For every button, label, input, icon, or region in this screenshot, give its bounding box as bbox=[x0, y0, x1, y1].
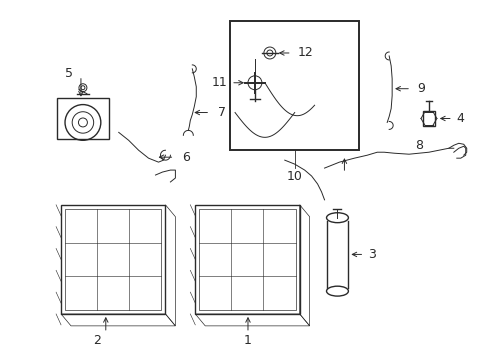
Text: 6: 6 bbox=[182, 151, 190, 164]
Text: 7: 7 bbox=[218, 106, 225, 119]
Text: 9: 9 bbox=[416, 82, 424, 95]
Ellipse shape bbox=[326, 286, 347, 296]
Text: 12: 12 bbox=[297, 46, 313, 59]
Text: 1: 1 bbox=[244, 334, 251, 347]
Text: 11: 11 bbox=[211, 76, 226, 89]
Text: 8: 8 bbox=[414, 139, 422, 152]
Text: 5: 5 bbox=[65, 67, 73, 80]
Bar bbox=[57, 98, 108, 139]
Text: 4: 4 bbox=[456, 112, 464, 125]
Text: 10: 10 bbox=[286, 170, 302, 183]
Text: 3: 3 bbox=[367, 248, 375, 261]
Bar bbox=[230, 21, 359, 150]
Text: 2: 2 bbox=[93, 334, 101, 347]
Bar bbox=[422, 111, 434, 126]
Ellipse shape bbox=[326, 213, 347, 223]
